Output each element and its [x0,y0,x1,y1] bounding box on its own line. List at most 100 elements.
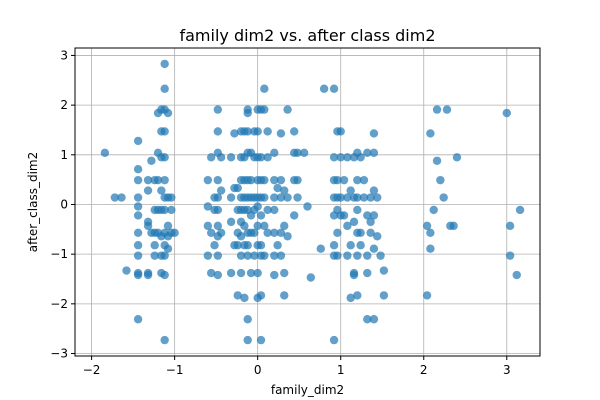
data-point [283,193,292,202]
data-point [339,211,349,220]
data-point [256,153,266,162]
data-point [280,186,289,195]
data-point [290,211,299,220]
data-point [122,266,131,275]
data-point [363,251,372,260]
data-point [256,335,266,345]
data-point [233,241,242,250]
data-point [250,251,259,260]
data-point [246,268,256,278]
data-point [353,251,362,260]
data-point [505,251,515,260]
data-point [243,108,252,118]
y-tick-label: 2 [60,98,68,112]
data-point [353,291,362,300]
data-points [100,59,525,345]
data-point [436,175,445,185]
plot-frame [74,47,541,357]
data-point [432,105,442,114]
data-point [263,228,272,237]
data-point [133,136,143,146]
data-point [379,266,389,275]
data-point [253,127,262,136]
data-point [343,221,352,231]
data-point [213,221,223,231]
data-point [449,221,458,231]
data-point [283,105,292,114]
data-point [442,105,452,114]
data-point [236,268,246,278]
data-point [452,153,462,162]
data-point [369,244,379,253]
data-point [369,186,379,195]
data-point [160,205,169,215]
data-point [260,175,269,185]
data-point [147,156,156,165]
data-point [163,244,173,253]
data-point [369,315,379,324]
data-point [379,291,389,300]
data-point [426,228,435,237]
data-point [270,148,279,158]
data-point [422,221,432,231]
data-point [336,153,345,162]
data-point [363,268,372,278]
data-point [133,315,143,324]
data-point [157,186,166,195]
data-point [336,193,345,202]
data-point [167,193,176,202]
data-point [230,129,239,138]
data-point [270,193,279,202]
data-point [133,241,143,250]
data-point [253,268,262,278]
data-point [306,273,316,282]
data-point [346,293,355,303]
data-point [260,84,269,93]
data-point [226,217,236,227]
data-point [276,228,286,237]
data-point [369,211,379,220]
data-point [167,205,176,215]
data-point [276,175,286,185]
data-point [366,193,375,202]
data-point [213,251,223,260]
data-point [150,241,159,250]
y-tick-label: −2 [50,297,68,311]
data-point [349,270,359,280]
data-point [363,148,372,158]
x-tick-label: 2 [420,363,428,377]
data-point [250,228,259,237]
data-point [505,221,515,231]
data-point [333,251,342,260]
data-point [216,228,226,237]
data-point [366,217,375,227]
data-point [206,153,216,162]
data-point [369,129,379,138]
data-point [213,127,223,136]
data-point [353,205,362,215]
data-point [243,127,252,136]
data-point [426,244,435,253]
data-point [143,175,153,185]
data-point [160,335,169,345]
data-point [422,291,432,300]
data-point [213,105,223,114]
data-point [439,193,448,202]
data-point [153,175,163,185]
data-point [203,202,213,211]
data-point [329,84,339,93]
data-point [206,228,216,237]
data-point [160,84,169,93]
data-point [293,148,302,158]
data-point [260,221,269,231]
data-point [133,165,143,174]
data-point [349,217,359,227]
x-tick-label: 3 [503,363,511,377]
data-point [319,84,329,93]
data-point [276,251,286,260]
data-point [133,193,143,202]
data-point [373,232,382,241]
data-point [246,175,256,185]
x-tick-label: −1 [166,363,184,377]
